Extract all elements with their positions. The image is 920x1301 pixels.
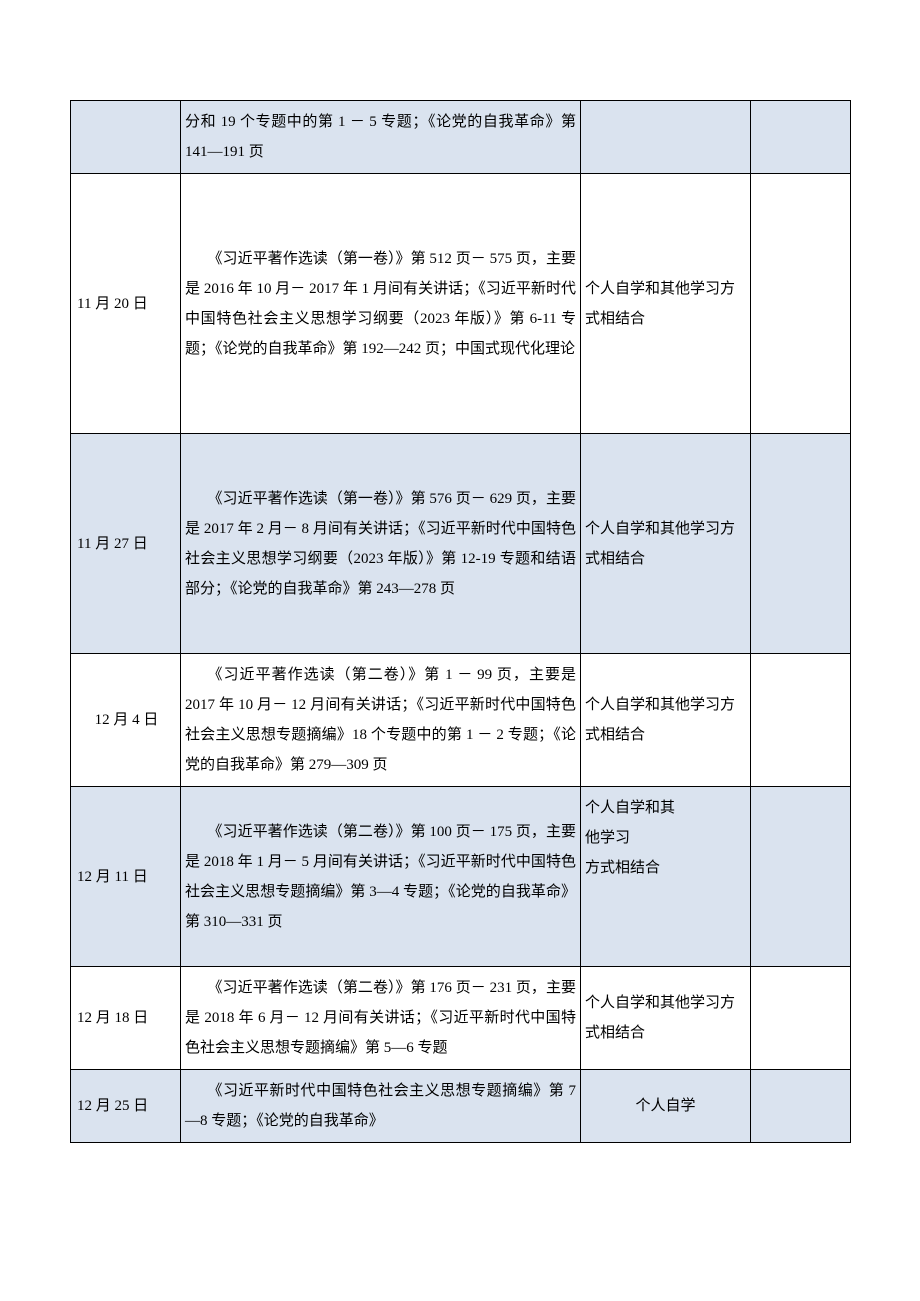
method-cell: 个人自学和其他学习方式相结合 [581, 654, 751, 787]
table-row: 12 月 4 日《习近平著作选读（第二卷）》第 1 － 99 页，主要是 201… [71, 654, 851, 787]
method-cell: 个人自学和其他学习方式相结合 [581, 967, 751, 1070]
note-cell [751, 654, 851, 787]
table-row: 12 月 11 日《习近平著作选读（第二卷）》第 100 页－ 175 页，主要… [71, 787, 851, 967]
method-cell: 个人自学和其他学习方式相结合 [581, 434, 751, 654]
content-cell: 《习近平著作选读（第二卷）》第 1 － 99 页，主要是 2017 年 10 月… [181, 654, 581, 787]
content-cell: 分和 19 个专题中的第 1 － 5 专题；《论党的自我革命》第 141—191… [181, 101, 581, 174]
date-cell [71, 101, 181, 174]
date-cell: 11 月 20 日 [71, 174, 181, 434]
date-cell: 11 月 27 日 [71, 434, 181, 654]
content-cell: 《习近平著作选读（第二卷）》第 176 页－ 231 页，主要是 2018 年 … [181, 967, 581, 1070]
method-cell: 个人自学 [581, 1070, 751, 1143]
note-cell [751, 174, 851, 434]
table-body: 分和 19 个专题中的第 1 － 5 专题；《论党的自我革命》第 141—191… [71, 101, 851, 1143]
note-cell [751, 434, 851, 654]
method-cell: 个人自学和其他学习方式相结合 [581, 174, 751, 434]
note-cell [751, 787, 851, 967]
note-cell [751, 101, 851, 174]
content-cell: 《习近平著作选读（第一卷）》第 576 页－ 629 页，主要是 2017 年 … [181, 434, 581, 654]
date-cell: 12 月 18 日 [71, 967, 181, 1070]
content-cell: 《习近平新时代中国特色社会主义思想专题摘编》第 7—8 专题；《论党的自我革命》 [181, 1070, 581, 1143]
date-cell: 12 月 11 日 [71, 787, 181, 967]
method-cell [581, 101, 751, 174]
table-row: 分和 19 个专题中的第 1 － 5 专题；《论党的自我革命》第 141—191… [71, 101, 851, 174]
table-row: 12 月 25 日《习近平新时代中国特色社会主义思想专题摘编》第 7—8 专题；… [71, 1070, 851, 1143]
schedule-table: 分和 19 个专题中的第 1 － 5 专题；《论党的自我革命》第 141—191… [70, 100, 851, 1143]
method-cell: 个人自学和其他学习方式相结合 [581, 787, 751, 967]
table-row: 12 月 18 日《习近平著作选读（第二卷）》第 176 页－ 231 页，主要… [71, 967, 851, 1070]
content-cell: 《习近平著作选读（第二卷）》第 100 页－ 175 页，主要是 2018 年 … [181, 787, 581, 967]
content-cell: 《习近平著作选读（第一卷）》第 512 页－ 575 页，主要是 2016 年 … [181, 174, 581, 434]
note-cell [751, 1070, 851, 1143]
date-cell: 12 月 25 日 [71, 1070, 181, 1143]
note-cell [751, 967, 851, 1070]
date-cell: 12 月 4 日 [71, 654, 181, 787]
table-row: 11 月 27 日《习近平著作选读（第一卷）》第 576 页－ 629 页，主要… [71, 434, 851, 654]
table-row: 11 月 20 日《习近平著作选读（第一卷）》第 512 页－ 575 页，主要… [71, 174, 851, 434]
